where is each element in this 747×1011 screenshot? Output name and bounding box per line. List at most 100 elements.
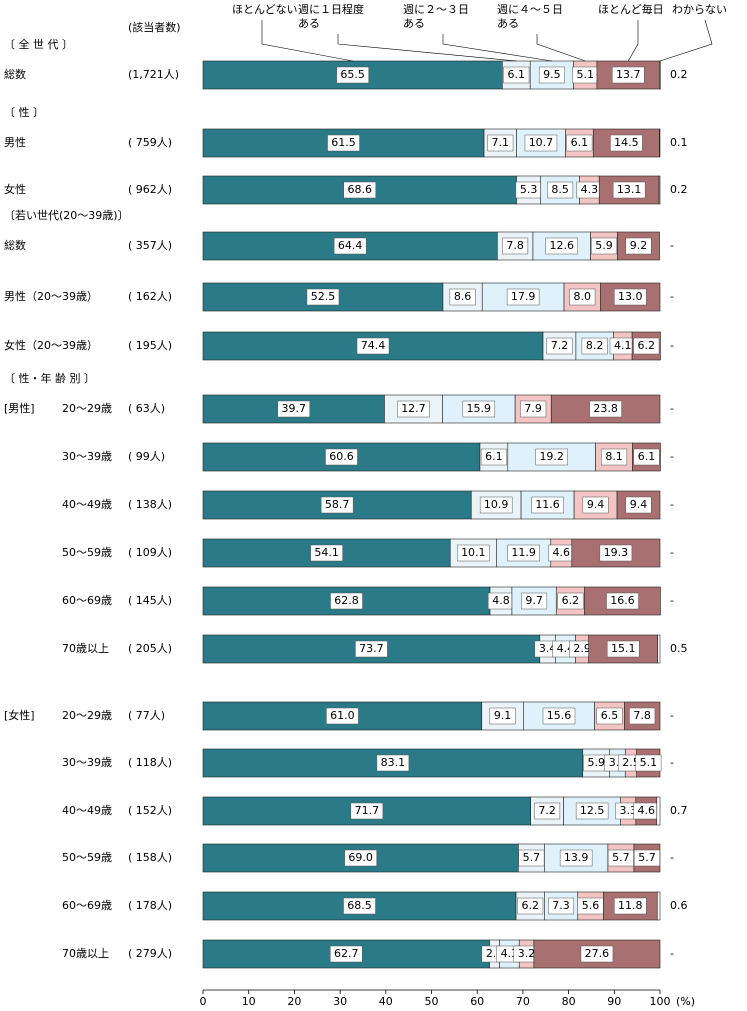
value-label: 7.9 xyxy=(524,402,542,415)
label-box xyxy=(487,134,514,152)
label-box xyxy=(599,544,633,562)
label-box xyxy=(350,802,384,820)
bar-segment xyxy=(659,60,661,90)
value-label: 74.4 xyxy=(361,339,386,352)
value-label: 7.2 xyxy=(538,804,556,817)
label-box xyxy=(581,337,608,355)
value-label: 5.9 xyxy=(587,756,605,769)
label-box xyxy=(575,802,609,820)
legend-label: ほとんど毎日 xyxy=(598,3,664,16)
label-box xyxy=(457,544,490,562)
value-label: 5.7 xyxy=(612,851,630,864)
value-label: 19.3 xyxy=(604,546,629,559)
label-box xyxy=(343,181,377,199)
label-box xyxy=(397,400,430,418)
label-box xyxy=(479,496,513,514)
value-label: 62.7 xyxy=(334,947,359,960)
value-label: 15.9 xyxy=(467,402,492,415)
label-box xyxy=(330,945,363,963)
label-box xyxy=(580,945,614,963)
label-box xyxy=(635,754,662,772)
label-box xyxy=(548,897,575,915)
value-label: 13.0 xyxy=(618,290,643,303)
value-label: 17.9 xyxy=(511,290,536,303)
value-label: - xyxy=(670,402,674,415)
value-label: 6.1 xyxy=(638,450,656,463)
value-label: 61.5 xyxy=(331,136,356,149)
value-label: - xyxy=(670,851,674,864)
category-label: 女性（20～39歳） xyxy=(4,338,98,352)
label-box xyxy=(355,640,388,658)
label-box xyxy=(633,337,660,355)
value-label: 7.2 xyxy=(551,339,569,352)
bar-segment xyxy=(656,891,661,921)
legend-label: わからない xyxy=(672,3,727,16)
value-label: 8.1 xyxy=(605,450,623,463)
value-label: 6.2 xyxy=(521,899,539,912)
category-label: 男性 xyxy=(4,135,26,149)
value-label: 0.5 xyxy=(670,642,688,655)
value-label: 6.1 xyxy=(508,68,526,81)
bar-segment xyxy=(617,231,660,261)
bar-segment xyxy=(658,175,661,205)
label-box xyxy=(542,707,576,725)
label-box xyxy=(503,66,530,84)
value-label: 8.2 xyxy=(586,339,604,352)
label-box xyxy=(633,448,660,466)
label-box xyxy=(546,337,573,355)
value-label: 5.7 xyxy=(523,851,541,864)
legend-label: 週に２～３日ある xyxy=(403,3,469,30)
count-label: ( 158人) xyxy=(128,851,172,864)
label-box xyxy=(277,400,310,418)
label-box xyxy=(545,237,578,255)
value-label: 5.1 xyxy=(640,756,658,769)
value-label: 5.3 xyxy=(520,183,538,196)
x-tick-label: 90 xyxy=(607,995,621,1008)
label-box xyxy=(610,134,643,152)
label-box xyxy=(547,181,574,199)
value-label: 14.5 xyxy=(614,136,639,149)
category-label: 男性（20～39歳） xyxy=(4,289,98,303)
category-label: 女性 xyxy=(4,182,26,196)
category-label: 70歳以上 xyxy=(62,947,109,960)
label-box xyxy=(538,66,565,84)
legend-label: 週に１日程度ある xyxy=(298,2,364,30)
value-label: 16.6 xyxy=(610,594,635,607)
value-label: - xyxy=(670,450,674,463)
label-box xyxy=(559,849,593,867)
label-box xyxy=(327,134,360,152)
value-label: - xyxy=(670,756,674,769)
legend-label: ほとんどない xyxy=(232,3,297,16)
value-label: 54.1 xyxy=(314,546,339,559)
subgroup-label: [男性] xyxy=(4,401,35,415)
value-label: 13.7 xyxy=(616,68,641,81)
value-label: 9.2 xyxy=(630,239,648,252)
label-box xyxy=(633,849,660,867)
value-label: 4.8 xyxy=(492,594,510,607)
label-box xyxy=(612,181,646,199)
value-label: 0.7 xyxy=(670,804,688,817)
x-tick-label: 30 xyxy=(333,995,347,1008)
category-label: 40～49歳 xyxy=(62,804,112,817)
bar-segment xyxy=(656,796,661,826)
value-label: 65.5 xyxy=(340,68,365,81)
count-label: ( 99人) xyxy=(128,450,165,463)
value-label: 69.0 xyxy=(348,851,373,864)
label-box xyxy=(535,448,568,466)
value-label: 11.8 xyxy=(618,899,643,912)
x-tick-label: 100 xyxy=(650,995,671,1008)
value-label: 5.6 xyxy=(582,899,600,912)
value-label: 4.6 xyxy=(638,804,656,817)
label-box xyxy=(326,707,359,725)
leader-line xyxy=(442,34,552,62)
value-label: 6.5 xyxy=(601,709,619,722)
leader-line xyxy=(536,34,586,62)
category-label: 30～39歳 xyxy=(62,450,112,463)
value-label: 10.1 xyxy=(461,546,486,559)
value-label: 60.6 xyxy=(329,450,354,463)
value-label: 6.1 xyxy=(571,136,589,149)
value-label: 11.9 xyxy=(511,546,536,559)
section-title: 〔 全 世 代 〕 xyxy=(4,37,73,51)
value-label: 0.6 xyxy=(670,899,688,912)
